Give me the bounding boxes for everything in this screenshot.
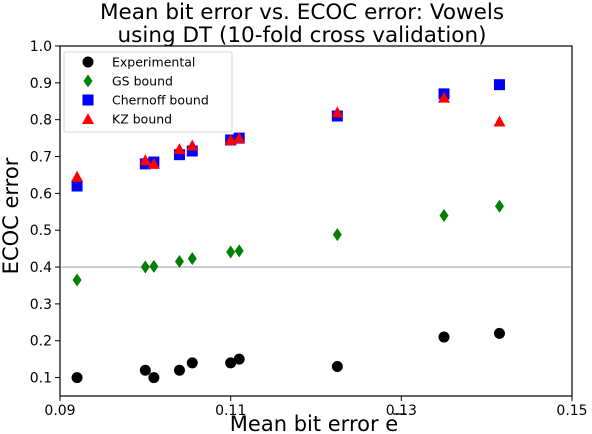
chart-title-line-2: using DT (10-fold cross validation) [118,23,487,48]
data-point [149,259,159,273]
legend-marker-diamond-icon [83,74,93,88]
series-kz-bound [71,91,506,182]
legend-item: GS bound [83,74,173,89]
data-point [438,91,450,103]
x-axis-label: Mean bit error e [230,412,398,434]
chart-title: Mean bit error vs. ECOC error: Vowels us… [100,0,504,48]
data-point [233,132,246,144]
legend-item: KZ bound [82,112,172,127]
data-point [493,115,506,127]
data-point [331,106,344,118]
data-point [439,208,449,222]
data-point [493,327,505,339]
y-tick-label: 0.8 [30,113,52,129]
data-point [225,357,237,369]
x-tick-label: 0.11 [215,403,246,419]
data-point [71,180,83,192]
y-tick-label: 0.3 [30,297,52,313]
legend-label: Chernoff bound [112,93,209,108]
data-point [234,244,244,258]
data-point [186,139,199,151]
data-point [174,255,184,269]
data-point [140,260,150,274]
legend-marker-square-icon [82,94,94,106]
data-point [139,154,152,166]
legend-label: Experimental [112,55,195,70]
plot-area [59,45,573,397]
data-point [186,145,198,157]
y-tick-label: 0.9 [30,76,52,92]
chart-title-line-1: Mean bit error vs. ECOC error: Vowels [100,0,504,25]
y-axis-label: ECOC error [0,157,23,274]
legend: Experimental GS bound Chernoff bound KZ bou… [63,51,233,133]
legend-frame [63,51,233,133]
data-point [187,252,197,266]
data-point [173,364,185,376]
y-tick-label: 0.4 [30,260,52,276]
data-point [139,364,151,376]
legend-label: GS bound [112,74,173,89]
data-point [494,199,504,213]
data-point [331,361,343,373]
legend-marker-triangle-icon [82,113,94,124]
x-axis: 0.09 0.11 0.13 0.15 [44,396,588,419]
legend-marker-circle-icon [82,56,94,68]
data-point [332,228,342,242]
x-axis-label-text: Mean bit error [230,412,385,434]
y-tick-label: 0.7 [30,150,52,166]
x-tick-label: 0.15 [556,403,587,419]
data-point [71,170,84,182]
y-axis: 0.1 0.2 0.3 0.4 0.5 0.6 0.7 0.8 0.9 1.0 [30,39,60,387]
data-point [493,79,505,91]
y-tick-label: 0.2 [30,334,52,350]
data-point [438,331,450,343]
data-point [148,372,160,384]
legend-item: Experimental [82,55,195,70]
y-tick-label: 0.5 [30,223,52,239]
y-tick-label: 1.0 [30,39,52,55]
data-point [186,357,198,369]
data-points [71,79,506,384]
data-point [226,245,236,259]
x-tick-label: 0.13 [386,403,417,419]
data-point [224,133,237,145]
y-tick-label: 0.1 [30,371,52,387]
x-axis-label-symbol: e [385,412,398,434]
data-point [71,372,83,384]
legend-label: KZ bound [112,112,172,127]
y-tick-label: 0.6 [30,186,52,202]
data-point [173,143,186,155]
data-point [173,149,185,161]
series-gs-bound [72,199,504,287]
x-tick-label: 0.09 [44,403,75,419]
legend-item: Chernoff bound [82,93,209,108]
data-point [147,157,160,169]
data-point [233,353,245,365]
data-point [72,273,82,287]
series-experimental [71,327,505,384]
